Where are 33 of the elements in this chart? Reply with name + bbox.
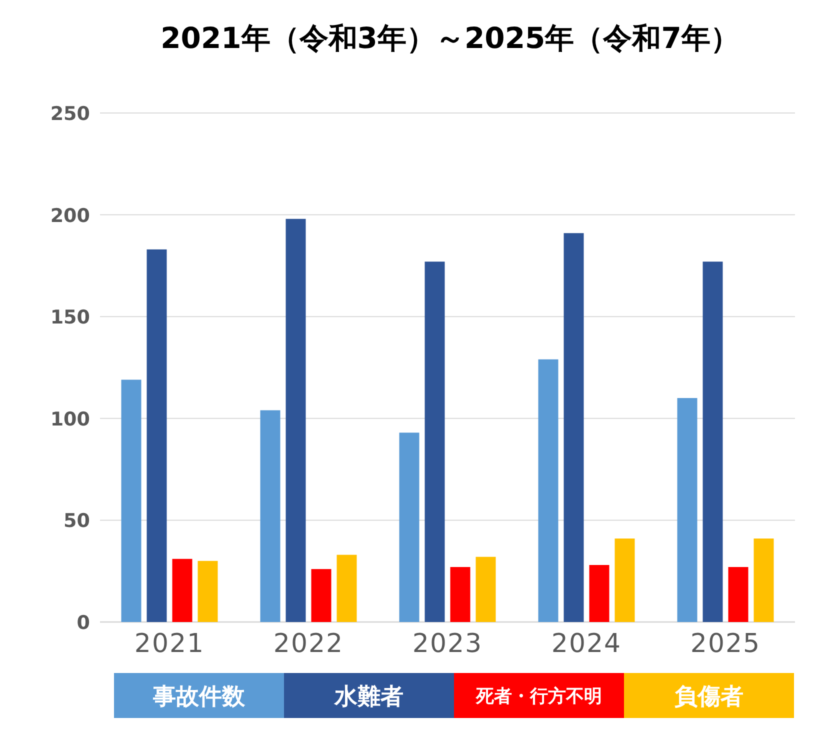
y-tick-label: 0 [76,612,90,634]
bar [424,262,445,622]
chart-title: 2021年（令和3年）～2025年（令和7年） [160,21,740,55]
bar [538,359,558,622]
bar [172,558,192,622]
x-tick-label: 2024 [551,629,622,659]
y-tick-label: 250 [50,103,90,125]
bar [311,569,332,622]
bar [121,380,142,622]
bar [260,410,280,622]
bar [450,567,470,622]
bar [564,233,584,622]
x-tick-label: 2021 [134,629,205,659]
y-tick-label: 100 [50,408,90,430]
bar [614,538,635,622]
bar [146,249,167,622]
bar [728,567,748,622]
y-tick-label: 50 [64,510,90,532]
x-tick-label: 2025 [690,629,761,659]
bar [677,398,698,622]
bar [286,218,306,622]
x-tick-label: 2022 [273,629,344,659]
bar [754,538,774,622]
y-tick-label: 200 [50,204,90,227]
bar [702,262,723,622]
legend: 事故件数 水難者 死者・行方不明 負傷者 [114,673,794,718]
bar [476,556,496,622]
bar [589,564,610,622]
bar [336,554,357,622]
x-tick-label: 2023 [412,629,483,659]
y-tick-label: 150 [50,306,90,329]
bar [198,560,218,622]
bar [399,432,420,622]
